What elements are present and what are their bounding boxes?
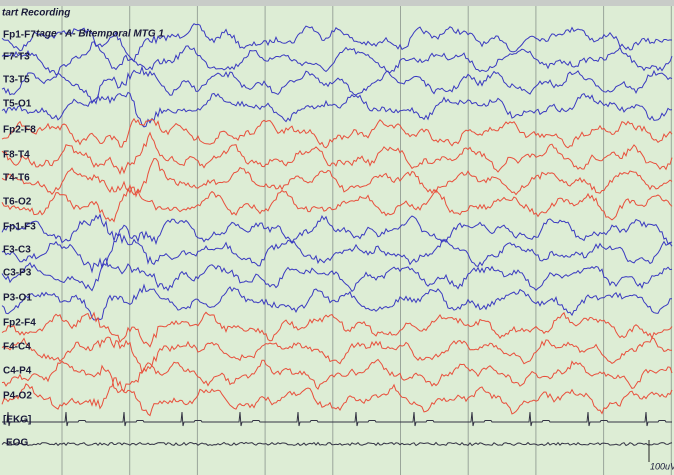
channel-label: T6-O2 xyxy=(3,197,32,208)
channel-label: Fp1-F3 xyxy=(3,222,36,233)
eeg-trace xyxy=(1,283,672,321)
eeg-trace xyxy=(1,213,673,246)
eeg-trace xyxy=(1,157,673,196)
channel-label: F7-T3 xyxy=(3,52,30,63)
eeg-trace xyxy=(1,257,673,293)
eeg-trace xyxy=(1,311,673,348)
eeg-trace xyxy=(1,377,673,417)
channel-label: T5-O1 xyxy=(3,99,32,110)
eeg-trace xyxy=(1,358,673,394)
eeg-trace xyxy=(1,233,673,274)
eeg-trace xyxy=(1,131,673,176)
eog-label: EOG xyxy=(6,438,28,449)
traces xyxy=(1,23,673,447)
channel-label: P4-O2 xyxy=(3,391,32,402)
channel-label: Fp1-F7 xyxy=(3,30,36,41)
channel-label: Fp2-F8 xyxy=(3,125,36,136)
channel-label: F8-T4 xyxy=(3,150,30,161)
montage-name: tage - A- Bitemporal MTG 1 xyxy=(36,29,164,40)
channel-label: T3-T5 xyxy=(3,75,30,86)
eeg-trace xyxy=(1,91,673,128)
menu-bar xyxy=(0,0,674,6)
eeg-trace xyxy=(1,117,673,149)
time-grid xyxy=(61,6,672,475)
channel-labels: Fp1-F7 F7-T3 T3-T5 T5-O1 Fp2-F8 F8-T4 T4-T6 T6-… xyxy=(3,30,36,449)
channel-label: T4-T6 xyxy=(3,173,30,184)
status-text: tart Recording xyxy=(2,8,70,19)
eeg-trace xyxy=(1,23,673,63)
channel-label: C4-P4 xyxy=(3,366,32,377)
eeg-trace xyxy=(1,186,673,223)
scale-label: 100uV xyxy=(650,461,674,471)
eeg-trace xyxy=(1,65,673,105)
eeg-trace xyxy=(1,41,673,76)
channel-label: F3-C3 xyxy=(3,245,31,256)
channel-label: F4-C4 xyxy=(3,342,31,353)
ekg-label: [EKG] xyxy=(3,415,31,426)
eog-trace xyxy=(1,441,673,447)
channel-label: C3-P3 xyxy=(3,268,32,279)
eeg-trace xyxy=(1,336,672,375)
ekg-trace xyxy=(2,411,672,427)
channel-label: Fp2-F4 xyxy=(3,318,36,329)
channel-label: P3-O1 xyxy=(3,293,32,304)
